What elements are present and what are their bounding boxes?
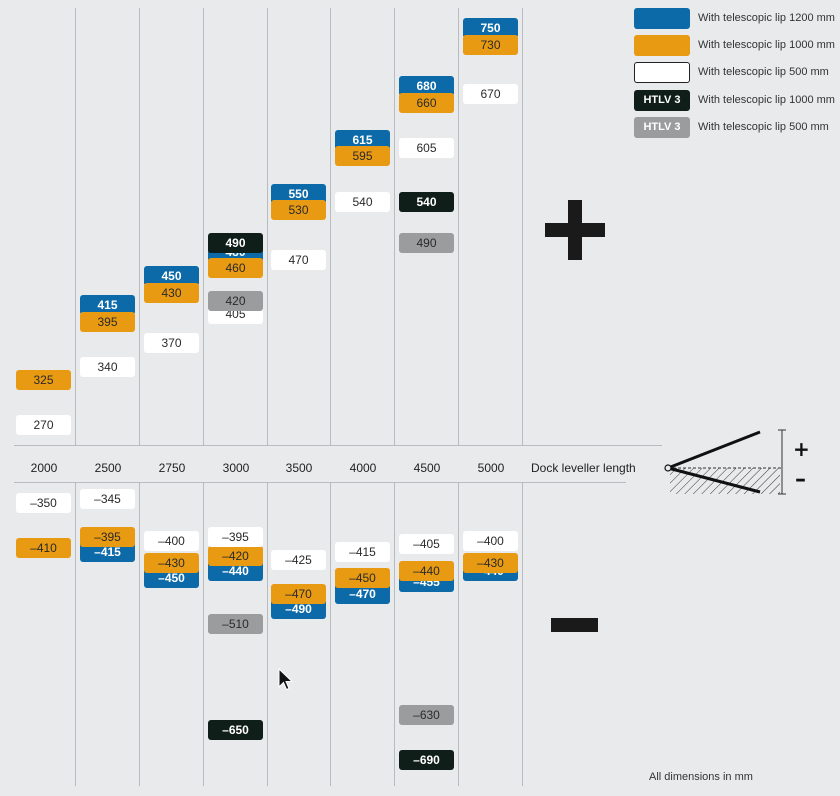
legend-label: With telescopic lip 500 mm	[698, 121, 829, 133]
value-badge-orange: 325	[16, 369, 71, 390]
column-divider	[75, 8, 76, 445]
column-divider	[522, 482, 523, 786]
value-badge-white: 340	[80, 357, 135, 378]
value-badge-gray: 490	[399, 233, 454, 254]
value-badge-white: –425	[271, 549, 326, 570]
value-badge-orange: 460	[208, 258, 263, 279]
value-badge-orange: 730	[463, 34, 518, 55]
value-badge-white: 670	[463, 84, 518, 105]
value-badge-blue: –440	[208, 560, 263, 581]
column-divider	[139, 8, 140, 445]
mouse-cursor-icon	[278, 668, 294, 691]
value-badge-white: 270	[16, 415, 71, 436]
column-divider	[203, 8, 204, 445]
legend-swatch	[634, 8, 690, 29]
column-divider	[458, 8, 459, 445]
value-badge-orange: –430	[144, 553, 199, 574]
value-badge-gray: –630	[399, 704, 454, 725]
column-divider	[75, 482, 76, 786]
value-badge-white: –400	[463, 530, 518, 551]
column-divider	[267, 482, 268, 786]
x-tick-label: 2000	[30, 461, 58, 475]
value-badge-white: –415	[335, 541, 390, 562]
footnote: All dimensions in mm	[649, 771, 753, 783]
column-divider	[267, 8, 268, 445]
value-badge-blue: –450	[144, 568, 199, 589]
column-divider	[394, 8, 395, 445]
x-tick-label: 2750	[158, 461, 186, 475]
value-badge-blue: –470	[335, 583, 390, 604]
value-badge-blue: 550	[271, 183, 326, 204]
legend-swatch	[634, 62, 690, 83]
value-badge-white: 605	[399, 138, 454, 159]
value-badge-blue: 615	[335, 129, 390, 150]
value-badge-white: 370	[144, 332, 199, 353]
value-badge-blue: 680	[399, 75, 454, 96]
value-badge-orange: –430	[463, 553, 518, 574]
value-badge-white: –350	[16, 492, 71, 513]
column-divider	[330, 8, 331, 445]
x-axis-label: Dock leveller length	[531, 461, 636, 475]
legend-label: With telescopic lip 1000 mm	[698, 39, 835, 51]
x-tick-label: 2500	[94, 461, 122, 475]
legend-swatch: HTLV 3	[634, 117, 690, 138]
lip-angle-icon	[664, 429, 786, 495]
column-divider	[522, 8, 523, 445]
value-badge-blue: 750	[463, 18, 518, 38]
axis-line-bottom	[14, 482, 626, 483]
value-badge-orange: –450	[335, 568, 390, 589]
column-divider	[458, 482, 459, 786]
value-badge-orange: 530	[271, 200, 326, 221]
column-divider	[330, 482, 331, 786]
value-badge-black: –690	[399, 750, 454, 771]
x-tick-label: 4000	[349, 461, 377, 475]
legend-label: With telescopic lip 1000 mm	[698, 94, 835, 106]
legend-swatch: HTLV 3	[634, 90, 690, 111]
value-badge-white: –405	[399, 534, 454, 555]
lip-angle-diagram: + –	[660, 425, 810, 505]
value-badge-blue: –415	[80, 541, 135, 562]
value-badge-black: –650	[208, 719, 263, 740]
column-divider	[394, 482, 395, 786]
value-badge-orange: –470	[271, 583, 326, 604]
value-badge-orange: 660	[399, 92, 454, 113]
value-badge-black: 490	[208, 233, 263, 254]
value-badge-blue: 415	[80, 295, 135, 316]
value-badge-blue: 450	[144, 266, 199, 287]
x-tick-label: 4500	[413, 461, 441, 475]
x-tick-label: 3500	[285, 461, 313, 475]
legend-swatch	[634, 35, 690, 56]
value-badge-orange: 395	[80, 311, 135, 332]
value-badge-blue: –490	[271, 598, 326, 619]
value-badge-orange: –395	[80, 526, 135, 547]
value-badge-orange: 595	[335, 146, 390, 167]
value-badge-black: 540	[399, 191, 454, 212]
x-tick-label: 3000	[222, 461, 250, 475]
diagram-minus-label: –	[795, 467, 806, 492]
value-badge-white: –345	[80, 489, 135, 509]
value-badge-gray: –510	[208, 613, 263, 634]
value-badge-orange: –420	[208, 545, 263, 566]
column-divider	[139, 482, 140, 786]
axis-line-top	[14, 445, 662, 446]
plus-sign-icon	[568, 200, 582, 260]
value-badge-gray: 420	[208, 291, 263, 312]
value-badge-orange: –410	[16, 538, 71, 559]
legend-label: With telescopic lip 500 mm	[698, 66, 829, 78]
minus-sign-icon	[551, 618, 598, 632]
value-badge-white: 470	[271, 249, 326, 270]
value-badge-white: –400	[144, 530, 199, 551]
value-badge-white: 540	[335, 191, 390, 212]
legend-label: With telescopic lip 1200 mm	[698, 12, 835, 24]
column-divider	[203, 482, 204, 786]
value-badge-orange: –440	[399, 560, 454, 581]
value-badge-orange: 430	[144, 282, 199, 303]
value-badge-white: –395	[208, 526, 263, 547]
diagram-plus-label: +	[793, 437, 810, 461]
x-tick-label: 5000	[477, 461, 505, 475]
